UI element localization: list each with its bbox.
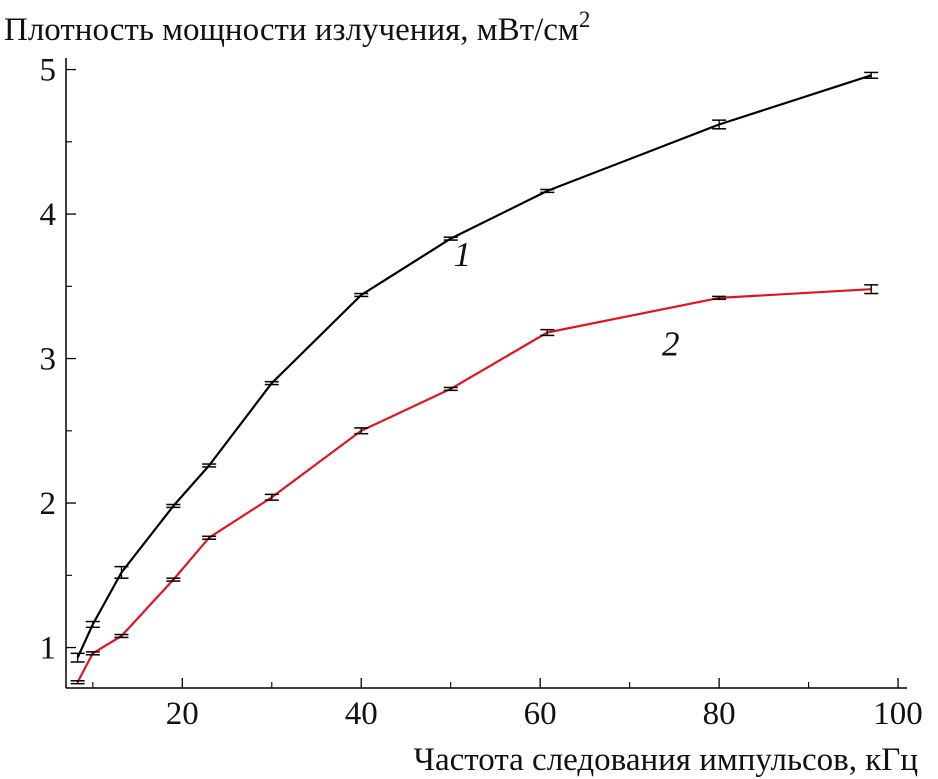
- axes-frame: [65, 58, 907, 689]
- tick-labels: 20 40 60 80 100 1 2 3 4 5 1 2: [40, 53, 923, 732]
- error-bar: [70, 652, 85, 663]
- error-bar: [712, 295, 727, 301]
- error-bar: [264, 493, 279, 501]
- curve-label-1: 1: [454, 235, 472, 274]
- y-axis-title-text: Плотность мощности излучения, мВт/см: [4, 12, 579, 48]
- x-axis-title: Частота следования импульсов, кГц: [414, 742, 918, 778]
- x-tick-label: 100: [873, 696, 923, 732]
- axis-ticks: [66, 68, 899, 688]
- error-bar: [166, 577, 181, 582]
- series-line-1: [76, 74, 872, 659]
- error-bar: [540, 188, 555, 194]
- error-bar: [70, 680, 85, 685]
- series-2: [70, 284, 879, 685]
- error-bar: [354, 427, 369, 435]
- error-bar: [114, 633, 129, 639]
- curve-label-2: 2: [662, 325, 680, 364]
- error-bar: [864, 71, 879, 79]
- x-tick-label: 80: [703, 696, 736, 732]
- data-series: [70, 71, 879, 685]
- y-axis-title: Плотность мощности излучения, мВт/см2: [4, 7, 590, 48]
- y-tick-label: 2: [40, 486, 57, 522]
- error-bar: [85, 620, 100, 629]
- series-1: [70, 71, 879, 663]
- error-bar: [264, 380, 279, 386]
- error-bar: [864, 284, 879, 295]
- y-axis-title-superscript: 2: [579, 7, 591, 32]
- error-bar: [443, 236, 458, 241]
- error-bar: [166, 503, 181, 509]
- y-tick-label: 5: [40, 53, 57, 89]
- y-tick-label: 1: [40, 631, 57, 667]
- x-tick-label: 20: [166, 696, 199, 732]
- error-bar: [202, 463, 217, 468]
- y-tick-label: 3: [40, 342, 57, 378]
- x-tick-label: 40: [345, 696, 378, 732]
- error-bar: [540, 328, 555, 337]
- y-tick-label: 4: [40, 197, 57, 233]
- x-tick-label: 60: [524, 696, 557, 732]
- error-bar: [354, 292, 369, 298]
- error-bar: [712, 119, 727, 130]
- error-bar: [202, 535, 217, 540]
- error-bar: [114, 565, 129, 579]
- error-bar: [85, 651, 100, 656]
- series-line-2: [76, 288, 872, 683]
- error-bar: [443, 386, 458, 392]
